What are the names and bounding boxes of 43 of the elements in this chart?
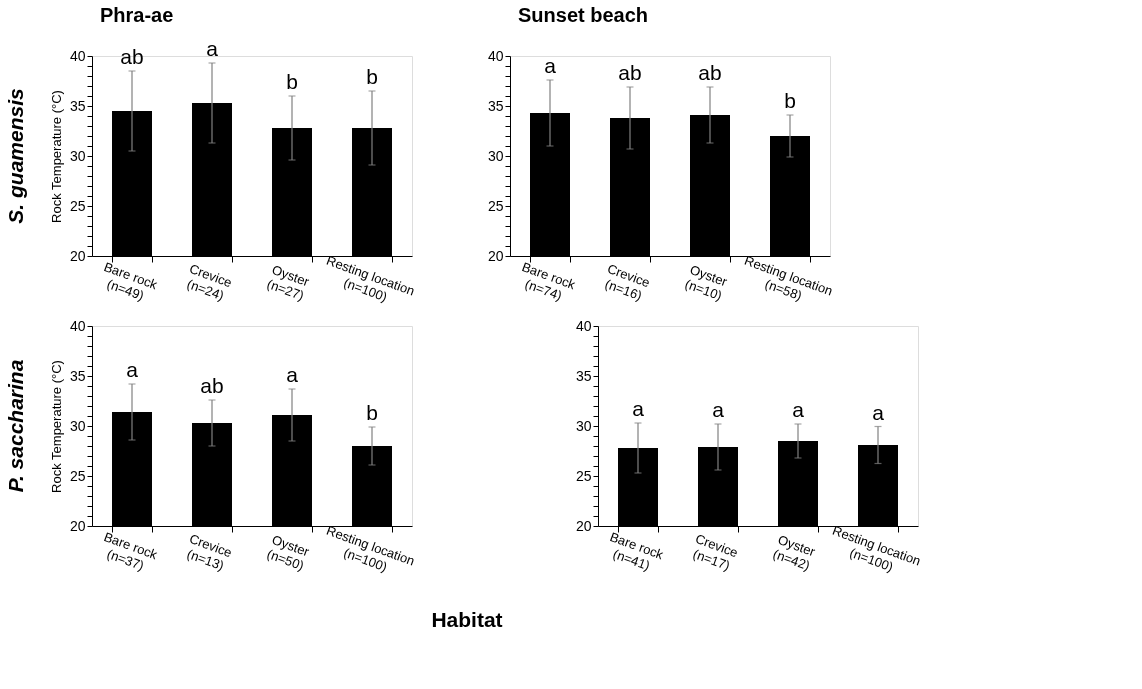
- annotation: a: [712, 398, 725, 421]
- annotation: b: [286, 70, 298, 93]
- y-axis-title: Rock Temperature (°C): [48, 90, 64, 223]
- text: S. guamensis: [4, 88, 27, 224]
- annotation: ab: [120, 45, 144, 68]
- y-tick-label: 20: [69, 517, 86, 534]
- annotation: a: [632, 397, 645, 420]
- annotation: ab: [618, 61, 642, 84]
- chart-title: Phra-ae: [100, 4, 174, 26]
- annotation: a: [206, 37, 219, 60]
- y-axis-title: Rock Temperature (°C): [48, 360, 64, 493]
- text: P. saccharina: [4, 359, 27, 493]
- chart-title: Sunset beach: [518, 4, 649, 26]
- y-tick-label: 35: [69, 97, 86, 114]
- y-tick-label: 35: [487, 97, 504, 114]
- x-axis-title: Habitat: [431, 608, 503, 631]
- y-tick-label: 35: [69, 367, 86, 384]
- y-tick-label: 25: [69, 467, 86, 484]
- y-tick-label: 40: [69, 317, 86, 334]
- y-tick-label: 20: [487, 247, 504, 264]
- y-tick-label: 35: [575, 367, 592, 384]
- y-tick-label: 30: [575, 417, 592, 434]
- y-tick-label: 25: [487, 197, 504, 214]
- annotation: a: [792, 398, 805, 421]
- annotation: ab: [698, 61, 722, 84]
- y-tick-label: 40: [575, 317, 592, 334]
- annotation: a: [544, 54, 557, 77]
- annotation: a: [126, 358, 139, 381]
- annotation: ab: [200, 374, 224, 397]
- annotation: b: [366, 401, 378, 424]
- y-tick-label: 40: [487, 47, 504, 64]
- y-tick-label: 25: [575, 467, 592, 484]
- annotation: a: [872, 400, 885, 424]
- y-tick-label: 30: [69, 417, 86, 434]
- y-tick-label: 20: [69, 247, 86, 264]
- y-tick-label: 30: [487, 147, 504, 164]
- y-tick-label: 25: [69, 197, 86, 214]
- annotation: a: [286, 363, 299, 386]
- annotation: b: [784, 89, 796, 112]
- y-tick-label: 40: [69, 47, 86, 64]
- y-tick-label: 30: [69, 147, 86, 164]
- annotation: b: [366, 65, 378, 88]
- y-tick-label: 20: [575, 517, 592, 534]
